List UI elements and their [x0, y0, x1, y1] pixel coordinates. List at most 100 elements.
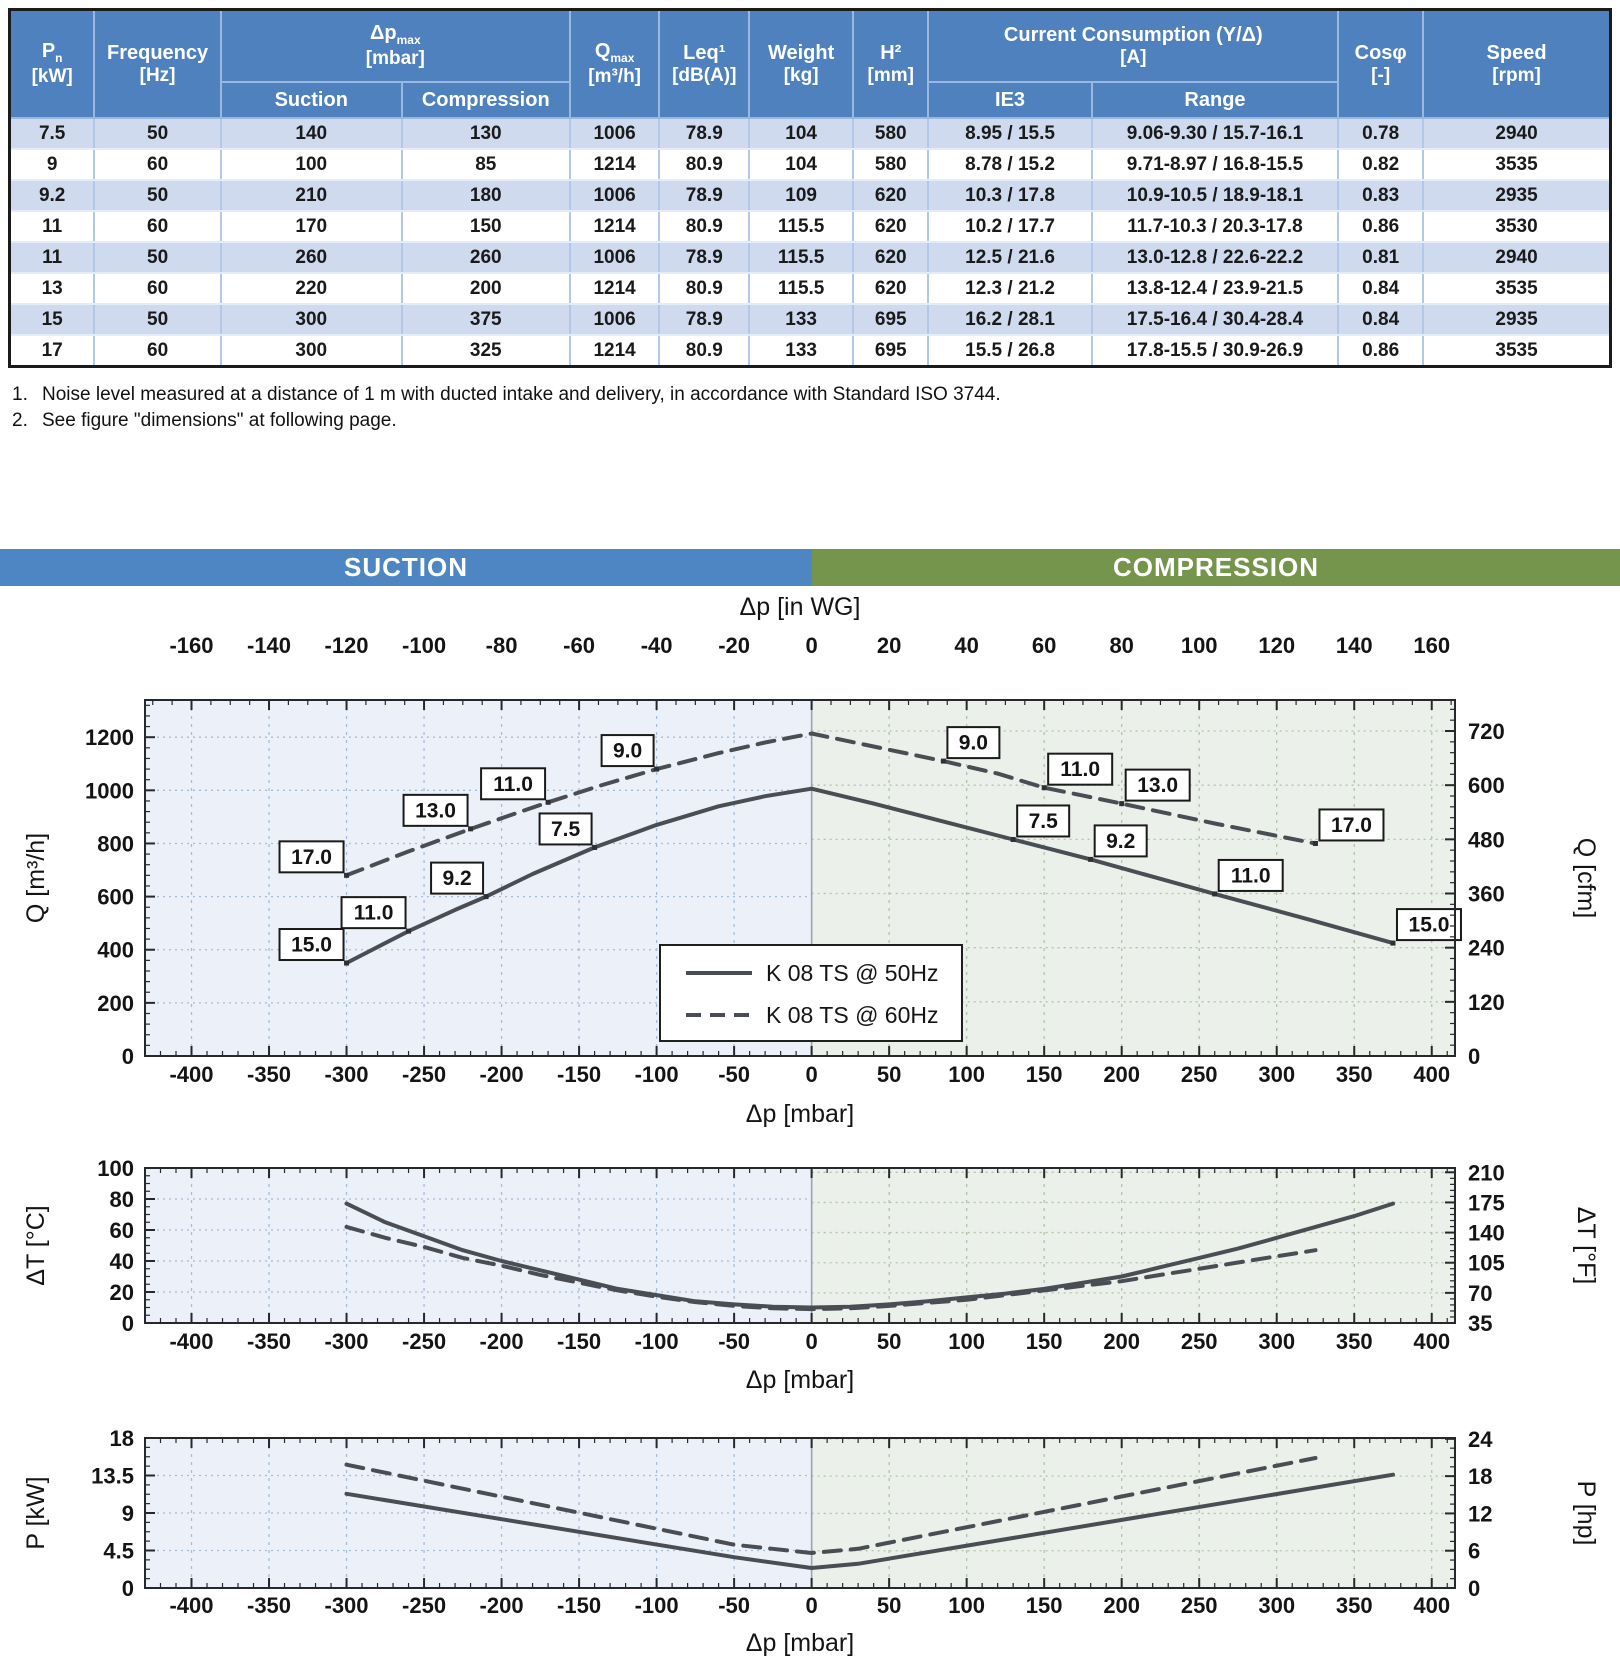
table-row: 9.2 50 210 180 1006 78.9 109 620 10.3 / 17.8 10.9… — [8, 179, 1612, 212]
table-cell: 60 — [93, 148, 222, 181]
table-cell: 12.5 / 21.6 — [927, 241, 1093, 274]
svg-text:-60: -60 — [563, 633, 595, 658]
col-subheader-range: Range — [1090, 81, 1340, 119]
table-cell: 50 — [93, 117, 222, 150]
svg-text:210: 210 — [1468, 1160, 1505, 1185]
table-cell: 133 — [748, 303, 855, 336]
svg-text:150: 150 — [1026, 1329, 1063, 1354]
svg-text:K 08 TS @ 60Hz: K 08 TS @ 60Hz — [766, 1002, 939, 1028]
svg-text:13.5: 13.5 — [91, 1464, 134, 1489]
svg-text:200: 200 — [97, 991, 134, 1016]
svg-text:200: 200 — [1103, 1062, 1140, 1087]
table-cell: 78.9 — [658, 241, 751, 274]
table-cell: 170 — [219, 210, 403, 243]
table-cell: 115.5 — [748, 241, 855, 274]
table-cell: 78.9 — [658, 179, 751, 212]
table-cell: 9.2 — [8, 179, 96, 212]
svg-text:400: 400 — [1413, 1062, 1450, 1087]
col-header-speed: Speed [rpm] — [1422, 8, 1612, 119]
table-cell: 140 — [219, 117, 403, 150]
table-cell: 3535 — [1422, 148, 1612, 181]
table-row: 11 60 170 150 1214 80.9 115.5 620 10.2 / 17.7 11.… — [8, 210, 1612, 243]
table-row: 9 60 100 85 1214 80.9 104 580 8.78 / 15.2 9.71-8.… — [8, 148, 1612, 181]
table-cell: 9.71-8.97 / 16.8-15.5 — [1090, 148, 1340, 181]
table-cell: 0.84 — [1337, 272, 1425, 305]
table-cell: 11 — [8, 241, 96, 274]
svg-text:-140: -140 — [247, 633, 291, 658]
table-cell: 78.9 — [658, 303, 751, 336]
svg-text:0: 0 — [806, 1329, 818, 1354]
flow-vs-pressure-chart: 15.0 11.0 9.2 7.5 7.5 9.2 11.0 15.0 17.0 13.0 11.0… — [22, 593, 1600, 1128]
svg-text:0: 0 — [122, 1576, 134, 1601]
svg-text:120: 120 — [1258, 633, 1295, 658]
svg-text:11.0: 11.0 — [1060, 758, 1100, 781]
table-cell: 200 — [400, 272, 571, 305]
table-cell: 580 — [852, 117, 930, 150]
table-cell: 80.9 — [658, 210, 751, 243]
table-cell: 620 — [852, 272, 930, 305]
table-body: 7.5 50 140 130 1006 78.9 104 580 8.95 / 15.5 9.06… — [8, 117, 1612, 368]
table-cell: 60 — [93, 272, 222, 305]
table-row: 11 50 260 260 1006 78.9 115.5 620 12.5 / 21.6 13.… — [8, 241, 1612, 274]
table-cell: 17.5-16.4 / 30.4-28.4 — [1090, 303, 1340, 336]
table-cell: 0.84 — [1337, 303, 1425, 336]
table-cell: 1006 — [568, 303, 661, 336]
col-header-qmax: Qmax [m³/h] — [568, 8, 661, 119]
svg-text:600: 600 — [97, 885, 134, 910]
svg-text:-250: -250 — [402, 1329, 446, 1354]
svg-text:200: 200 — [1103, 1593, 1140, 1618]
table-cell: 3535 — [1422, 272, 1612, 305]
svg-text:15.0: 15.0 — [291, 934, 332, 957]
svg-text:13.0: 13.0 — [415, 799, 456, 822]
svg-text:7.5: 7.5 — [1029, 810, 1059, 833]
svg-text:K 08 TS @ 50Hz: K 08 TS @ 50Hz — [766, 960, 939, 986]
table-cell: 1214 — [568, 272, 661, 305]
table-cell: 1006 — [568, 241, 661, 274]
table-cell: 2935 — [1422, 303, 1612, 336]
svg-text:480: 480 — [1468, 827, 1505, 852]
svg-text:-300: -300 — [325, 1593, 369, 1618]
svg-text:250: 250 — [1181, 1062, 1218, 1087]
table-cell: 130 — [400, 117, 571, 150]
svg-text:4.5: 4.5 — [103, 1539, 134, 1564]
svg-text:-200: -200 — [480, 1593, 524, 1618]
col-header-dpmax: Δpmax [mbar] — [219, 8, 571, 83]
svg-text:140: 140 — [1336, 633, 1373, 658]
svg-text:100: 100 — [948, 1329, 985, 1354]
table-cell: 80.9 — [658, 272, 751, 305]
col-subheader-ie3: IE3 — [927, 81, 1093, 119]
svg-text:-100: -100 — [635, 1593, 679, 1618]
table-cell: 1214 — [568, 148, 661, 181]
col-header-weight: Weight [kg] — [748, 8, 855, 119]
svg-text:-40: -40 — [641, 633, 673, 658]
svg-text:-250: -250 — [402, 1062, 446, 1087]
table-cell: 10.3 / 17.8 — [927, 179, 1093, 212]
table-cell: 0.78 — [1337, 117, 1425, 150]
svg-text:120: 120 — [1468, 990, 1505, 1015]
svg-text:800: 800 — [97, 831, 134, 856]
svg-text:-100: -100 — [635, 1329, 679, 1354]
svg-text:80: 80 — [1109, 633, 1133, 658]
svg-text:-100: -100 — [635, 1062, 679, 1087]
svg-text:100: 100 — [1181, 633, 1218, 658]
power-chart: -400 -350 -300 -250 -200 -150 -100 -50 0 50 100 150… — [22, 1426, 1600, 1657]
svg-text:0: 0 — [1468, 1576, 1480, 1601]
svg-text:150: 150 — [1026, 1593, 1063, 1618]
col-header-leq: Leq¹ [dB(A)] — [658, 8, 751, 119]
svg-text:-200: -200 — [480, 1062, 524, 1087]
table-cell: 78.9 — [658, 117, 751, 150]
table-cell: 15 — [8, 303, 96, 336]
svg-text:-120: -120 — [325, 633, 369, 658]
svg-text:Q [cfm]: Q [cfm] — [1572, 838, 1600, 919]
table-cell: 300 — [219, 334, 403, 368]
svg-text:Q [m³/h]: Q [m³/h] — [22, 833, 50, 923]
table-cell: 10.2 / 17.7 — [927, 210, 1093, 243]
svg-text:Δp [mbar]: Δp [mbar] — [746, 1366, 854, 1394]
svg-text:-50: -50 — [718, 1062, 750, 1087]
footnote-1: 1. Noise level measured at a distance of… — [12, 384, 1001, 405]
table-cell: 300 — [219, 303, 403, 336]
table-cell: 133 — [748, 334, 855, 368]
table-cell: 8.95 / 15.5 — [927, 117, 1093, 150]
table-cell: 109 — [748, 179, 855, 212]
table-cell: 620 — [852, 210, 930, 243]
